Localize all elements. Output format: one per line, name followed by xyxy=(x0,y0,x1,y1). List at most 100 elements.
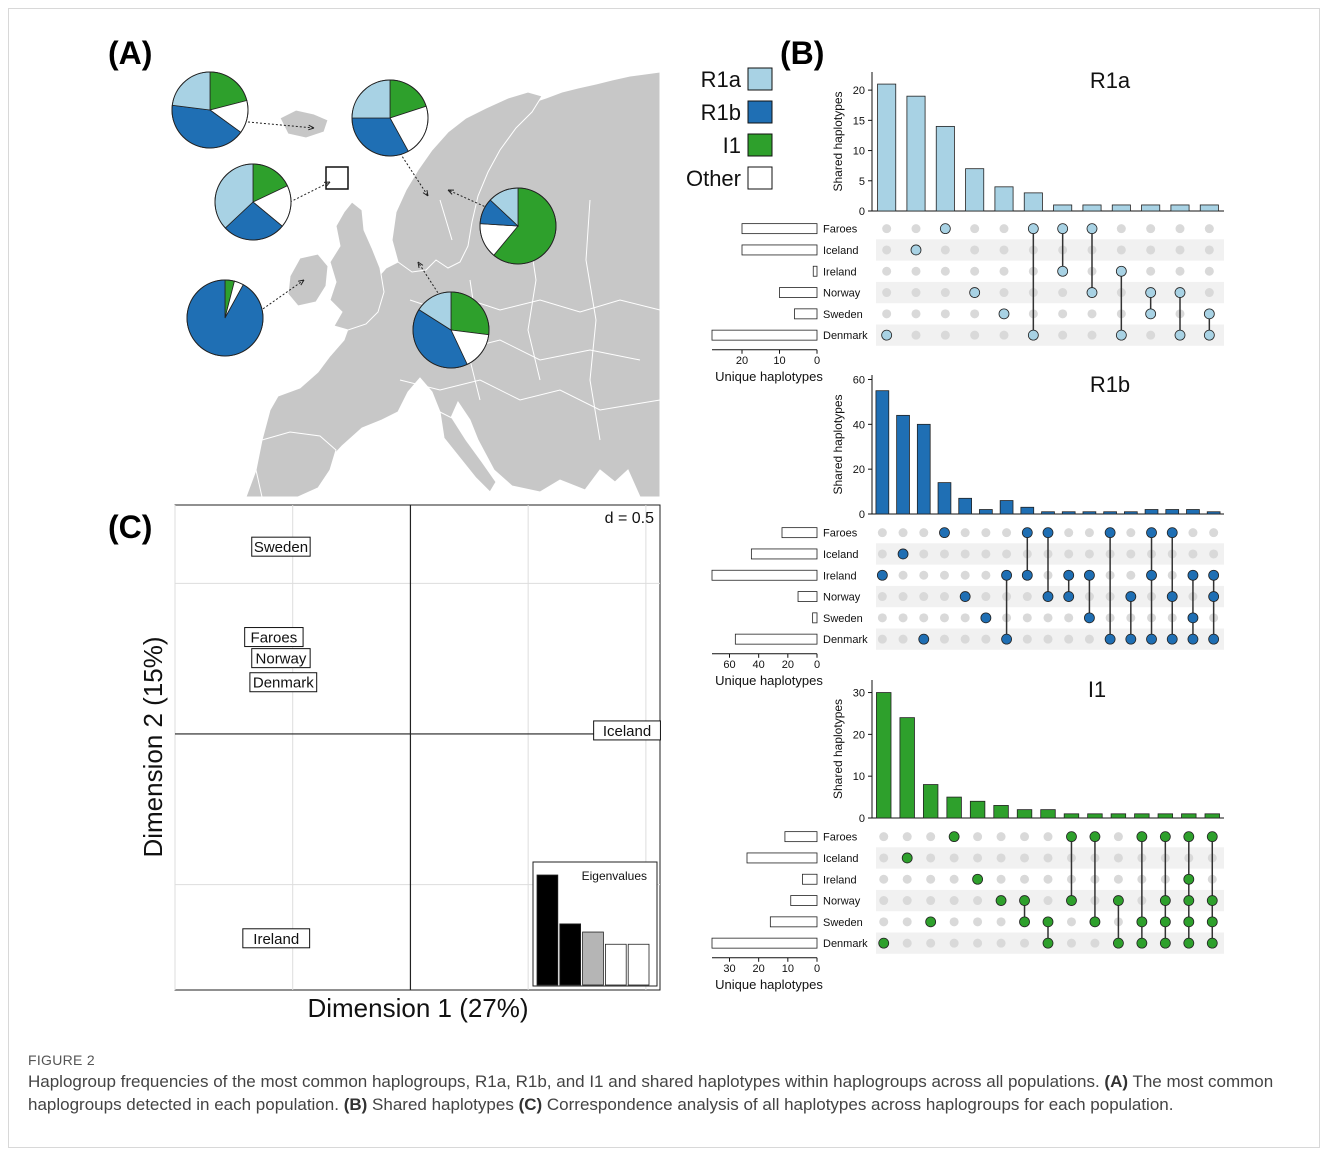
y-tick-label: 15 xyxy=(853,115,865,127)
legend-swatch-r1b xyxy=(747,100,773,124)
matrix-dot-empty xyxy=(960,528,970,538)
shared-bar xyxy=(1141,204,1161,212)
matrix-dot-empty xyxy=(970,224,980,234)
matrix-dot-filled xyxy=(980,612,992,624)
matrix-dot-empty xyxy=(1146,266,1156,276)
upset-title: I1 xyxy=(1088,677,1106,702)
matrix-dot-empty xyxy=(999,266,1009,276)
matrix-dot-empty xyxy=(999,330,1009,340)
matrix-dot-filled xyxy=(1203,329,1215,341)
matrix-dot-empty xyxy=(940,309,950,319)
shared-bar xyxy=(1020,506,1035,515)
set-size-bar xyxy=(802,873,818,885)
shared-bar xyxy=(994,186,1014,212)
ca-point-label: Sweden xyxy=(254,539,308,556)
matrix-dot-filled xyxy=(939,527,950,539)
map-scandinavia xyxy=(391,91,543,273)
shared-bar xyxy=(1016,809,1033,819)
matrix-dot-filled xyxy=(1166,591,1178,602)
map-britain xyxy=(329,201,385,331)
shared-bar xyxy=(946,796,962,819)
matrix-dot-filled xyxy=(1089,916,1101,928)
matrix-dot-filled xyxy=(998,308,1010,320)
matrix-dot-filled xyxy=(1174,329,1186,341)
set-label-ireland: Ireland xyxy=(823,570,857,582)
matrix-dot-empty xyxy=(926,938,936,948)
matrix-dot-filled xyxy=(1174,287,1186,298)
matrix-dot-empty xyxy=(898,634,908,644)
matrix-dot-filled xyxy=(1203,308,1215,320)
shared-bar xyxy=(1170,204,1190,212)
set-label-sweden: Sweden xyxy=(823,613,863,625)
y-axis-label: Shared haplotypes xyxy=(831,91,845,191)
matrix-dot-filled xyxy=(1159,831,1171,843)
matrix-dot-filled xyxy=(1187,633,1199,645)
upset-title: R1b xyxy=(1090,372,1130,397)
set-label-faroes: Faroes xyxy=(823,224,858,236)
legend-swatch-other xyxy=(747,166,773,190)
matrix-dot-filled xyxy=(1089,831,1101,843)
matrix-dot-empty xyxy=(996,938,1006,948)
shared-bar xyxy=(935,125,955,212)
set-label-iceland: Iceland xyxy=(823,853,858,865)
set-size-bar xyxy=(790,895,818,906)
ca-point-faroes: Faroes xyxy=(244,627,304,648)
shared-bar xyxy=(906,95,926,212)
upset-title: R1a xyxy=(1090,68,1131,93)
panel-a-label: (A) xyxy=(108,35,152,71)
matrix-dot-filled xyxy=(1206,895,1218,906)
set-axis-label: Unique haplotypes xyxy=(715,977,823,992)
matrix-dot-empty xyxy=(973,938,983,948)
matrix-dot-empty xyxy=(1043,853,1053,863)
set-size-bar xyxy=(741,223,818,235)
matrix-dot-empty xyxy=(898,592,908,602)
matrix-dot-empty xyxy=(970,309,980,319)
eigen-bar xyxy=(582,931,604,986)
matrix-dot-empty xyxy=(919,528,929,538)
matrix-dot-filled xyxy=(1086,223,1098,235)
arrow-line xyxy=(249,279,305,319)
set-label-ireland: Ireland xyxy=(823,266,857,278)
pie-slice-r1a xyxy=(171,71,211,111)
matrix-dot-filled xyxy=(1125,591,1137,602)
matrix-dot-empty xyxy=(1058,330,1068,340)
set-axis-label: Unique haplotypes xyxy=(715,369,823,384)
caption-c-bold: (C) xyxy=(518,1095,543,1114)
matrix-dot-empty xyxy=(1043,896,1053,906)
set-size-bar xyxy=(812,612,818,624)
matrix-dot-filled xyxy=(1206,831,1218,843)
shared-bar xyxy=(1199,204,1219,212)
shared-bar xyxy=(1040,809,1056,819)
set-size-bar xyxy=(769,916,818,928)
arrow-line xyxy=(397,149,429,197)
matrix-dot-empty xyxy=(919,570,929,580)
eigen-bar xyxy=(627,943,650,986)
matrix-dot-filled xyxy=(1084,612,1095,624)
matrix-dot-filled xyxy=(918,633,930,645)
matrix-dot-filled xyxy=(1183,937,1195,949)
shared-bar xyxy=(916,423,931,515)
shared-bar xyxy=(1061,511,1076,515)
shared-bar xyxy=(1181,813,1197,819)
ca-point-box xyxy=(244,627,304,648)
matrix-dot-empty xyxy=(911,309,921,319)
shared-bar xyxy=(896,414,910,515)
matrix-dot-empty xyxy=(1002,549,1012,559)
pie-outline xyxy=(412,291,490,369)
upset-r1a: R1a 0 5 10 15 20 Shared haplotypes Faroes Icelan… xyxy=(711,68,1224,384)
set-label-iceland: Iceland xyxy=(823,245,858,257)
y-axis-label: Shared haplotypes xyxy=(831,699,845,799)
ca-point-label: Iceland xyxy=(603,723,651,740)
matrix-dot-empty xyxy=(981,592,991,602)
eigenvalue-inset: Eigenvalues xyxy=(532,861,658,987)
eigen-title: Eigenvalues xyxy=(582,869,647,883)
set-label-denmark: Denmark xyxy=(823,634,868,646)
eigen-bar xyxy=(559,923,581,986)
matrix-dot-filled xyxy=(910,244,922,256)
pie-arrows xyxy=(247,121,489,319)
set-label-faroes: Faroes xyxy=(823,528,858,540)
pie-sweden xyxy=(479,187,557,265)
shared-bar xyxy=(875,390,890,515)
matrix-dot-empty xyxy=(940,266,950,276)
shared-bar xyxy=(958,497,972,515)
